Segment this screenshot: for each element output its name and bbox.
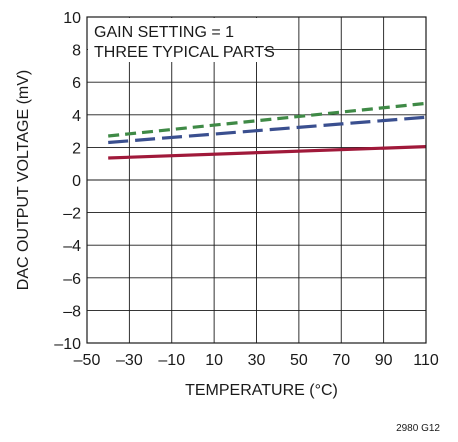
series-layer [108, 101, 427, 160]
series-line-3 [108, 145, 427, 160]
grid [87, 17, 426, 343]
plot-frame [86, 16, 427, 344]
y-tick-label-10: 10 [63, 10, 81, 27]
x-tick-labels: –50 –30 –10 10 30 50 70 90 110 [74, 352, 439, 369]
annotation-three-typical-parts: THREE TYPICAL PARTS [94, 44, 275, 61]
x-tick-label-8: 110 [413, 352, 439, 369]
x-tick-label-1: –30 [116, 352, 143, 369]
y-tick-label-0: –10 [54, 336, 81, 353]
x-tick-label-4: 30 [248, 352, 266, 369]
series-line-1 [108, 101, 427, 138]
y-tick-label-9: 8 [72, 43, 81, 60]
y-tick-labels: –10 –8 –6 –4 –2 0 2 4 6 8 10 [54, 10, 81, 353]
annotation-gain-setting: GAIN SETTING = 1 [94, 24, 234, 41]
y-tick-label-4: –2 [63, 206, 81, 223]
y-tick-label-3: –4 [63, 238, 81, 255]
x-tick-label-6: 70 [332, 352, 350, 369]
y-tick-label-8: 6 [72, 75, 81, 92]
x-tick-label-0: –50 [74, 352, 101, 369]
y-axis-title: DAC OUTPUT VOLTAGE (mV) [15, 70, 32, 290]
x-tick-label-2: –10 [158, 352, 185, 369]
y-tick-label-2: –6 [63, 271, 81, 288]
x-tick-label-7: 90 [375, 352, 393, 369]
y-tick-label-6: 2 [72, 140, 81, 157]
figure-id: 2980 G12 [396, 423, 440, 434]
y-tick-label-5: 0 [72, 173, 81, 190]
x-tick-label-5: 50 [290, 352, 308, 369]
x-axis-title: TEMPERATURE (°C) [185, 382, 338, 399]
y-tick-label-1: –8 [63, 303, 81, 320]
annotation-box: GAIN SETTING = 1 THREE TYPICAL PARTS [88, 18, 275, 62]
y-tick-label-7: 4 [72, 108, 81, 125]
x-tick-label-3: 10 [205, 352, 223, 369]
annotation-background [88, 18, 264, 62]
